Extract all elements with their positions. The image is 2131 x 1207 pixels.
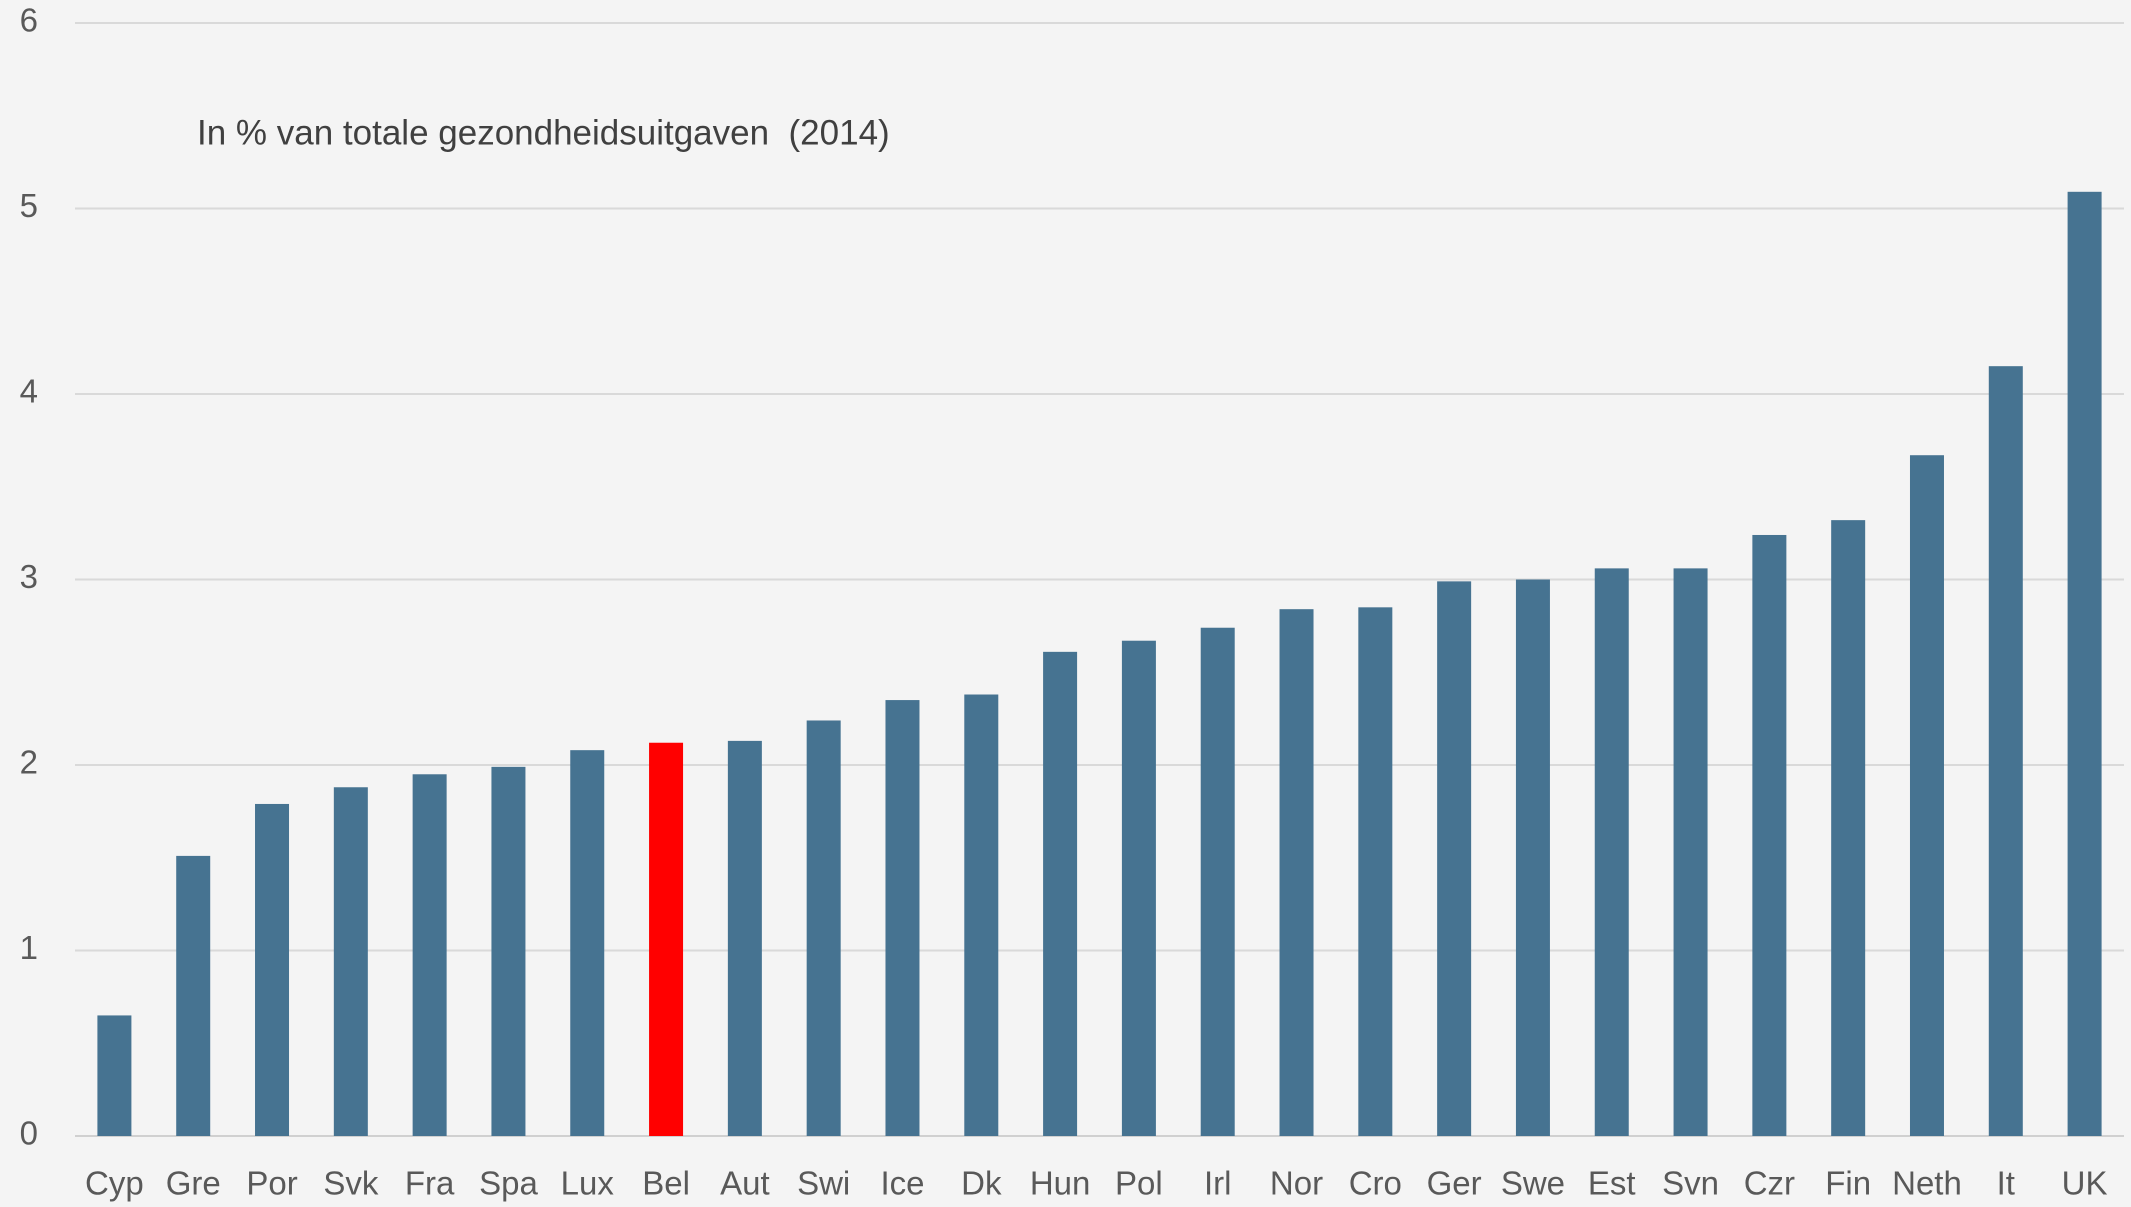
x-tick-label: It: [1997, 1165, 2015, 1202]
y-tick-label: 5: [20, 187, 38, 224]
chart-title: In % van totale gezondheidsuitgaven (201…: [197, 113, 890, 152]
x-tick-label: Swe: [1501, 1165, 1565, 1202]
y-tick-label: 3: [20, 558, 38, 595]
x-tick-label: Est: [1588, 1165, 1636, 1202]
bar: [806, 720, 841, 1136]
x-tick-label: Fra: [405, 1165, 455, 1202]
bar: [1594, 568, 1629, 1136]
x-tick-label: Spa: [479, 1165, 538, 1202]
bar: [97, 1015, 132, 1136]
y-tick-label: 0: [20, 1115, 38, 1152]
bar: [1988, 366, 2023, 1136]
x-tick-label: Svk: [323, 1165, 379, 1202]
bar: [1437, 581, 1472, 1136]
bar: [1043, 651, 1078, 1136]
bar: [1752, 534, 1787, 1136]
bar: [412, 774, 447, 1136]
x-tick-label: Gre: [166, 1165, 221, 1202]
x-tick-label: Lux: [561, 1165, 615, 1202]
bar: [255, 803, 290, 1136]
x-tick-label: Aut: [720, 1165, 770, 1202]
bar: [649, 742, 684, 1136]
bar: [964, 694, 999, 1136]
x-tick-label: Czr: [1744, 1165, 1795, 1202]
x-tick-label: Cyp: [85, 1165, 144, 1202]
bar: [1515, 579, 1550, 1136]
y-tick-label: 2: [20, 744, 38, 781]
bar: [1279, 609, 1314, 1136]
bar: [1909, 455, 1944, 1137]
x-tick-label: Hun: [1030, 1165, 1091, 1202]
bar: [1358, 607, 1393, 1136]
bar: [333, 787, 368, 1136]
bar: [885, 700, 920, 1136]
x-tick-label: Pol: [1115, 1165, 1163, 1202]
x-tick-label: Swi: [797, 1165, 850, 1202]
bar: [1831, 520, 1866, 1136]
x-tick-label: UK: [2062, 1165, 2108, 1202]
y-tick-label: 1: [20, 929, 38, 966]
bar: [1673, 568, 1708, 1136]
bar: [727, 740, 762, 1136]
x-tick-label: Ger: [1427, 1165, 1482, 1202]
bar: [2067, 191, 2102, 1136]
x-tick-label: Cro: [1349, 1165, 1402, 1202]
x-tick-label: Ice: [880, 1165, 924, 1202]
bar: [491, 766, 526, 1136]
bar: [1121, 640, 1156, 1136]
x-tick-label: Fin: [1825, 1165, 1871, 1202]
y-tick-label: 6: [20, 2, 38, 39]
x-tick-label: Irl: [1204, 1165, 1232, 1202]
x-tick-label: Dk: [961, 1165, 1002, 1202]
bar: [1200, 627, 1235, 1136]
x-tick-label: Por: [246, 1165, 297, 1202]
y-tick-label: 4: [20, 373, 38, 410]
x-tick-label: Nor: [1270, 1165, 1323, 1202]
x-tick-label: Bel: [642, 1165, 690, 1202]
bar: [176, 855, 211, 1136]
x-tick-label: Svn: [1662, 1165, 1719, 1202]
bar: [570, 750, 605, 1136]
x-tick-label: Neth: [1892, 1165, 1962, 1202]
